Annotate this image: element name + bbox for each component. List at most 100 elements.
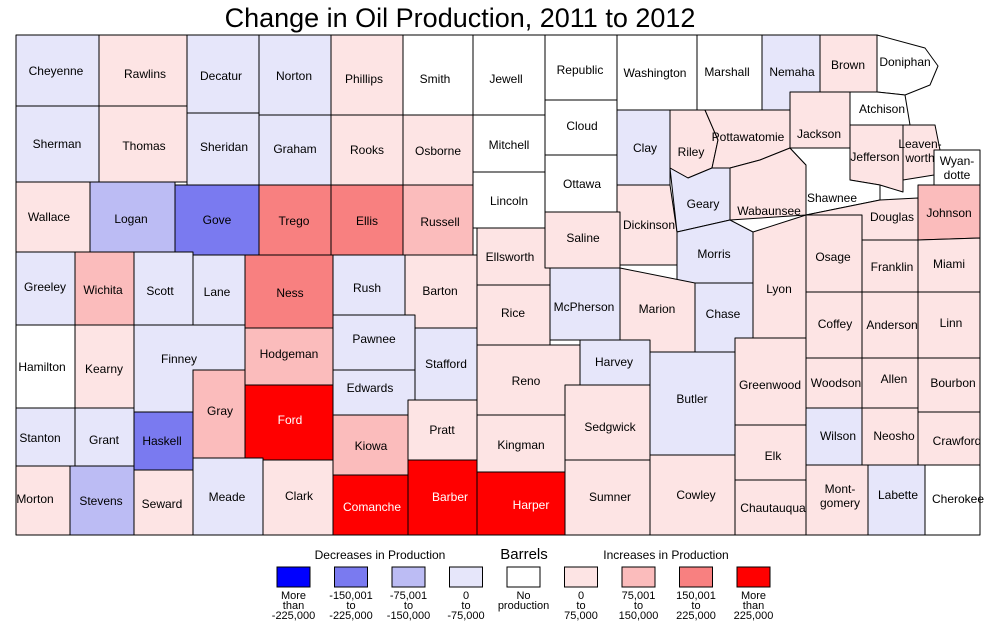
county-label-wichita: Wichita [83, 283, 123, 297]
county-label-harper: Harper [513, 498, 550, 512]
county-label-harvey: Harvey [595, 355, 633, 369]
county-label-rice: Rice [501, 306, 525, 320]
county-label-stafford: Stafford [425, 357, 467, 371]
county-label-morris: Morris [697, 247, 730, 261]
county-label-republic: Republic [557, 63, 604, 77]
county-label-hamilton: Hamilton [18, 360, 65, 374]
legend-label-2-2: to [346, 600, 355, 612]
legend-label-7-3: 150,000 [619, 610, 659, 622]
county-label-sheridan: Sheridan [200, 140, 248, 154]
county-label-grant: Grant [89, 433, 120, 447]
county-label-osage: Osage [815, 250, 851, 264]
legend-label-9-1: More [741, 590, 766, 602]
county-label-marshall: Marshall [704, 65, 749, 79]
legend-swatch-4 [449, 566, 483, 588]
county-label-jefferson: Jefferson [850, 150, 899, 164]
legend-increases-label: Increases in Production [603, 548, 728, 562]
county-label-atchison: Atchison [859, 102, 905, 116]
county-label-osborne: Osborne [415, 144, 461, 158]
county-label-marion: Marion [639, 302, 676, 316]
county-label-scott: Scott [146, 284, 174, 298]
legend-label-1-1: More [281, 590, 306, 602]
legend-label-3-2: to [404, 600, 413, 612]
legend-label-8-3: 225,000 [676, 610, 716, 622]
county-label-pawnee: Pawnee [352, 332, 396, 346]
county-label-pratt: Pratt [429, 423, 455, 437]
county-label-hodgeman: Hodgeman [260, 347, 319, 361]
county-label-lyon: Lyon [766, 282, 792, 296]
county-label-riley: Riley [678, 145, 705, 159]
legend-label-5-1: No [516, 590, 530, 602]
county-label-thomas: Thomas [122, 139, 165, 153]
legend-swatch-3 [391, 566, 426, 588]
county-label-barber: Barber [432, 490, 468, 504]
county-label-ellis: Ellis [356, 214, 378, 228]
county-label-crawford: Crawford [933, 434, 982, 448]
county-label-nemaha: Nemaha [769, 65, 815, 79]
county-label-decatur: Decatur [200, 69, 242, 83]
county-label-miami: Miami [933, 257, 965, 271]
legend-label-4-2: to [461, 600, 470, 612]
legend-swatch-1 [276, 566, 311, 588]
legend-label-6-1: 0 [578, 590, 584, 602]
county-label-rooks: Rooks [350, 143, 384, 157]
county-label-leaven-worth: Leaven-worth [898, 137, 941, 165]
county-label-phillips: Phillips [345, 72, 383, 86]
county-label-smith: Smith [420, 72, 451, 86]
legend-label-1-2: than [283, 600, 304, 612]
county-label-chautauqua: Chautauqua [740, 501, 806, 515]
county-label-franklin: Franklin [871, 260, 914, 274]
county-label-lane: Lane [204, 285, 231, 299]
legend-barrels-label: Barrels [500, 546, 548, 563]
county-label-wilson: Wilson [820, 429, 856, 443]
legend-label-9-2: than [743, 600, 764, 612]
county-label-neosho: Neosho [873, 429, 915, 443]
county-label-allen: Allen [881, 372, 908, 386]
county-label-labette: Labette [878, 488, 918, 502]
county-label-cheyenne: Cheyenne [29, 64, 84, 78]
county-label-gray: Gray [207, 404, 233, 418]
legend-label-7-2: to [634, 600, 643, 612]
county-label-stevens: Stevens [79, 494, 122, 508]
county-label-clark: Clark [285, 489, 314, 503]
legend-label-8-2: to [691, 600, 700, 612]
county-label-anderson: Anderson [866, 318, 917, 332]
county-label-haskell: Haskell [142, 434, 181, 448]
county-label-finney: Finney [161, 352, 197, 366]
county-label-cowley: Cowley [676, 488, 715, 502]
legend-label-3-1: -75,001 [390, 590, 427, 602]
county-label-russell: Russell [420, 215, 459, 229]
legend-swatch-5 [506, 566, 541, 588]
county-label-ellsworth: Ellsworth [486, 250, 535, 264]
county-label-norton: Norton [276, 69, 312, 83]
county-label-kingman: Kingman [497, 438, 544, 452]
county-label-stanton: Stanton [19, 431, 60, 445]
legend-label-2-3: -225,000 [329, 610, 372, 622]
legend-swatch-6 [564, 566, 598, 588]
map-title: Change in Oil Production, 2011 to 2012 [224, 3, 696, 33]
legend-label-1-3: -225,000 [272, 610, 315, 622]
county-label-mont-gomery: Mont-gomery [820, 482, 860, 510]
county-label-dickinson: Dickinson [623, 218, 675, 232]
county-label-barton: Barton [422, 284, 457, 298]
county-label-linn: Linn [940, 316, 963, 330]
legend-swatch-8 [679, 566, 713, 588]
county-label-seward: Seward [142, 497, 183, 511]
legend-label-5-2: production [498, 600, 549, 612]
county-label-washington: Washington [624, 66, 687, 80]
county-label-wabaunsee: Wabaunsee [737, 204, 801, 218]
county-label-logan: Logan [114, 212, 147, 226]
county-label-douglas: Douglas [870, 210, 914, 224]
county-label-cloud: Cloud [566, 119, 597, 133]
county-label-jackson: Jackson [797, 127, 841, 141]
county-label-ford: Ford [278, 413, 303, 427]
county-label-coffey: Coffey [818, 317, 852, 331]
county-label-rawlins: Rawlins [124, 67, 166, 81]
kansas-county-map: Cheyenne Rawlins Decatur Norton Phillips Smit… [15, 34, 984, 536]
county-label-trego: Trego [279, 214, 310, 228]
county-label-gove: Gove [203, 213, 232, 227]
county-label-johnson: Johnson [926, 206, 971, 220]
county-label-bourbon: Bourbon [930, 376, 975, 390]
county-shawnee [789, 147, 881, 216]
